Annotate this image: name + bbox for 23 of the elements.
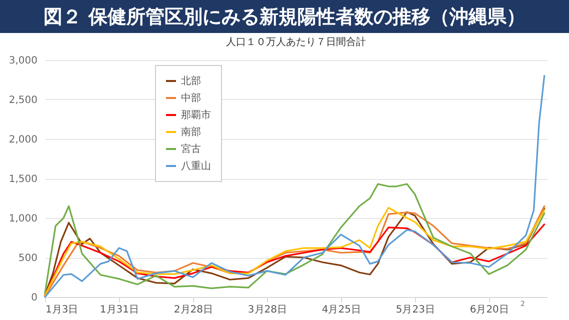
x-tick-label: 2月28日 bbox=[174, 304, 214, 316]
x-tick-label: 4月25日 bbox=[322, 304, 361, 316]
y-tick-label: 1,000 bbox=[8, 214, 38, 224]
legend-label: 北部 bbox=[181, 75, 201, 87]
y-tick-label: 0 bbox=[31, 292, 38, 304]
x-tick-label: 5月23日 bbox=[396, 304, 435, 316]
legend-label: 那覇市 bbox=[181, 109, 211, 121]
x-tick-label: 1月3日 bbox=[46, 304, 78, 316]
x-tick-label: 3月28日 bbox=[248, 304, 287, 316]
y-tick-label: 1,500 bbox=[8, 174, 38, 185]
legend-label: 中部 bbox=[181, 92, 201, 104]
chart-subtitle: 人口１０万人あたり７日間合計 bbox=[226, 36, 366, 48]
y-tick-label: 2,000 bbox=[8, 134, 38, 146]
x-tick-label: 6月20日 bbox=[470, 304, 509, 316]
chart-title: 図２ 保健所管区別にみる新規陽性者数の推移（沖縄県） bbox=[0, 0, 569, 33]
legend-label: 南部 bbox=[181, 126, 201, 138]
x-tick-label: 1月31日 bbox=[100, 304, 140, 316]
legend-label: 宮古 bbox=[181, 143, 201, 155]
y-tick-label: 3,000 bbox=[8, 56, 38, 66]
line-series bbox=[44, 183, 546, 294]
y-tick-label: 500 bbox=[18, 253, 38, 264]
y-tick-label: 2,500 bbox=[8, 95, 38, 106]
legend-label: 八重山 bbox=[181, 160, 211, 172]
